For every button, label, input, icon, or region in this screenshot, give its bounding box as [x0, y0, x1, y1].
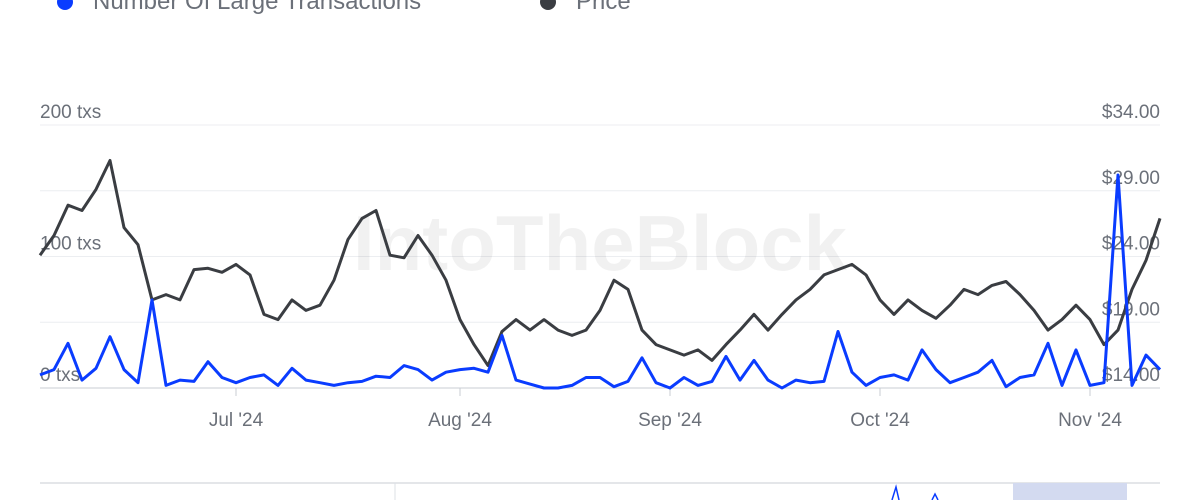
x-tick-label: Sep '24 — [638, 410, 702, 431]
y-tick-label: 200 txs — [40, 102, 101, 123]
y2-tick-label: $19.00 — [1102, 299, 1160, 320]
navigator — [40, 482, 1160, 500]
y2-tick-label: $29.00 — [1102, 168, 1160, 189]
x-tick-label: Oct '24 — [850, 410, 910, 431]
y-tick-label: 0 txs — [40, 365, 80, 386]
legend-marker — [57, 0, 73, 10]
y2-tick-label: $34.00 — [1102, 102, 1160, 123]
legend-label: Number Of Large Transactions — [93, 0, 421, 15]
watermark: IntoTheBlock — [353, 199, 848, 287]
navigator-preview — [891, 484, 939, 500]
y-tick-label: 100 txs — [40, 234, 101, 255]
series-line — [38, 159, 1162, 368]
x-tick-label: Jul '24 — [209, 410, 264, 431]
x-tick-label: Aug '24 — [428, 410, 492, 431]
legend-marker — [540, 0, 556, 10]
legend-label: Price — [576, 0, 631, 15]
y2-tick-label: $24.00 — [1102, 234, 1160, 255]
navigator-selection[interactable] — [1013, 483, 1127, 500]
series-line — [39, 173, 1162, 390]
x-tick-label: Nov '24 — [1058, 410, 1122, 431]
